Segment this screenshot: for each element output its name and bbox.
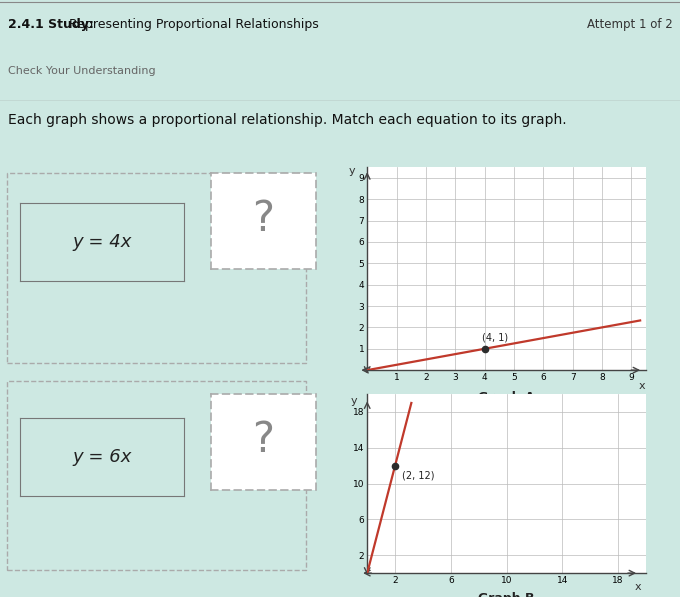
Text: y = 4x: y = 4x [72,233,132,251]
Text: Check Your Understanding: Check Your Understanding [8,66,156,76]
Text: (4, 1): (4, 1) [481,333,508,342]
Text: y: y [351,396,358,406]
Text: y: y [349,167,356,177]
Text: Graph B: Graph B [478,592,535,597]
Text: (2, 12): (2, 12) [402,470,435,480]
Text: Attempt 1 of 2: Attempt 1 of 2 [588,19,673,31]
Text: Representing Proportional Relationships: Representing Proportional Relationships [65,19,318,31]
Text: x: x [639,381,645,391]
Text: 2.4.1 Study:: 2.4.1 Study: [8,19,94,31]
Text: y = 6x: y = 6x [72,448,132,466]
Text: Each graph shows a proportional relationship. Match each equation to its graph.: Each graph shows a proportional relation… [8,113,567,127]
Text: ?: ? [252,198,275,240]
Text: ?: ? [252,419,275,461]
Text: Graph A: Graph A [478,390,535,404]
Text: x: x [634,582,641,592]
